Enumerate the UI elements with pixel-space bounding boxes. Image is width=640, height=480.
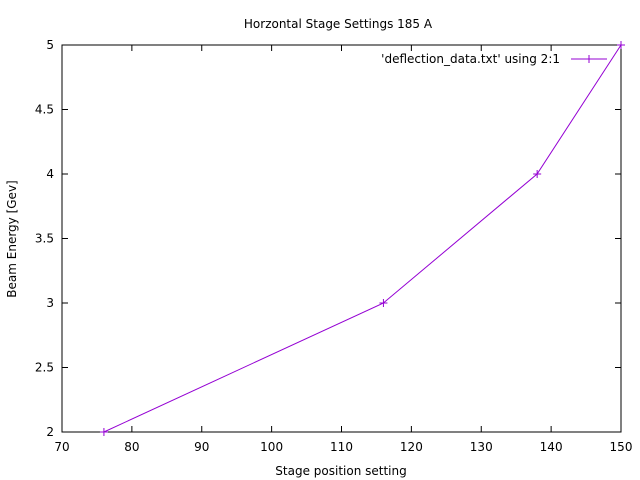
chart-title: Horzontal Stage Settings 185 A [244, 17, 433, 31]
series-layer [99, 41, 625, 436]
y-tick-label: 2.5 [35, 361, 54, 375]
y-tick-label: 4.5 [35, 103, 54, 117]
plot-frame [61, 44, 622, 433]
y-tick-label: 2 [46, 425, 54, 439]
x-tick-label: 130 [470, 440, 493, 454]
y-tick-label: 5 [46, 38, 54, 52]
legend: 'deflection_data.txt' using 2:1 [381, 52, 607, 66]
legend-label: 'deflection_data.txt' using 2:1 [381, 52, 560, 66]
x-tick-label: 120 [400, 440, 423, 454]
y-axis-label: Beam Energy [Gev] [5, 180, 19, 297]
x-axis: 70 80 90 100 110 120 130 140 150 [54, 45, 632, 454]
x-axis-label: Stage position setting [275, 464, 406, 478]
x-tick-label: 100 [260, 440, 283, 454]
y-tick-label: 3 [46, 296, 54, 310]
x-tick-label: 140 [540, 440, 563, 454]
x-tick-label: 90 [194, 440, 209, 454]
series-line [103, 44, 622, 433]
x-tick-label: 150 [610, 440, 633, 454]
data-point [379, 299, 388, 307]
x-tick-label: 110 [330, 440, 353, 454]
y-tick-label: 4 [46, 167, 54, 181]
x-tick-label: 70 [54, 440, 69, 454]
y-tick-label: 3.5 [35, 232, 54, 246]
data-point [617, 41, 625, 49]
legend-marker [585, 55, 593, 63]
y-axis: 2 2.5 3 3.5 4 4.5 5 [35, 38, 621, 439]
data-point [533, 170, 542, 178]
data-point [99, 428, 108, 436]
x-tick-label: 80 [124, 440, 139, 454]
